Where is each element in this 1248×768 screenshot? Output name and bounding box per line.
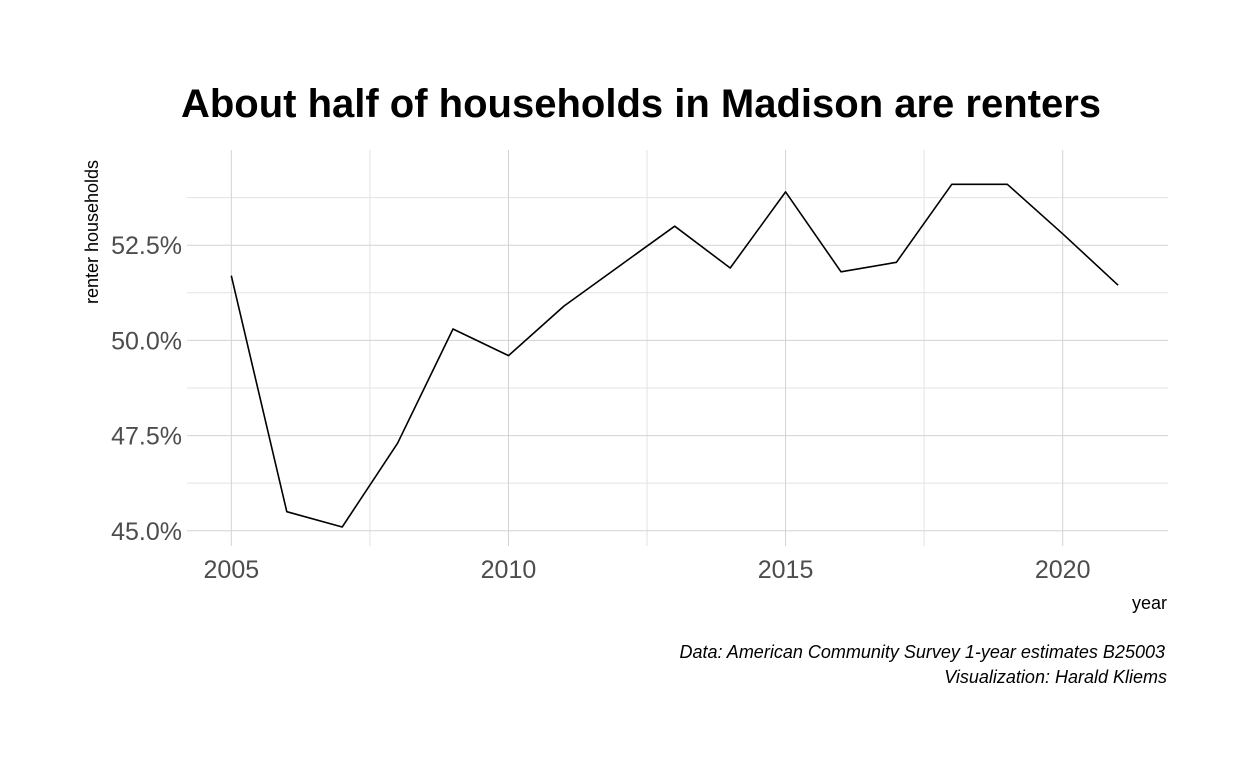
x-tick-label: 2005 xyxy=(204,556,260,584)
x-tick-label: 2020 xyxy=(1035,556,1091,584)
y-tick-label: 47.5% xyxy=(111,423,182,451)
caption-source: Data: American Community Survey 1-year e… xyxy=(679,642,1165,662)
y-axis-title: renter households xyxy=(82,160,102,304)
series-layer xyxy=(230,183,1119,528)
y-tick-label: 52.5% xyxy=(111,232,182,260)
grid xyxy=(187,150,1168,546)
y-tick-label: 50.0% xyxy=(111,327,182,355)
x-tick-label: 2010 xyxy=(481,556,537,584)
x-tick-label: 2015 xyxy=(758,556,814,584)
y-tick-label: 45.0% xyxy=(111,518,182,546)
x-axis-title: year xyxy=(1132,593,1167,613)
series-line-renter-households xyxy=(230,183,1119,528)
caption-credit: Visualization: Harald Kliems xyxy=(944,667,1167,687)
chart-title: About half of households in Madison are … xyxy=(181,82,1101,126)
tick-labels: 2005 2010 2015 2020 45.0% 47.5% 50.0% 52.5% xyxy=(111,232,1090,584)
